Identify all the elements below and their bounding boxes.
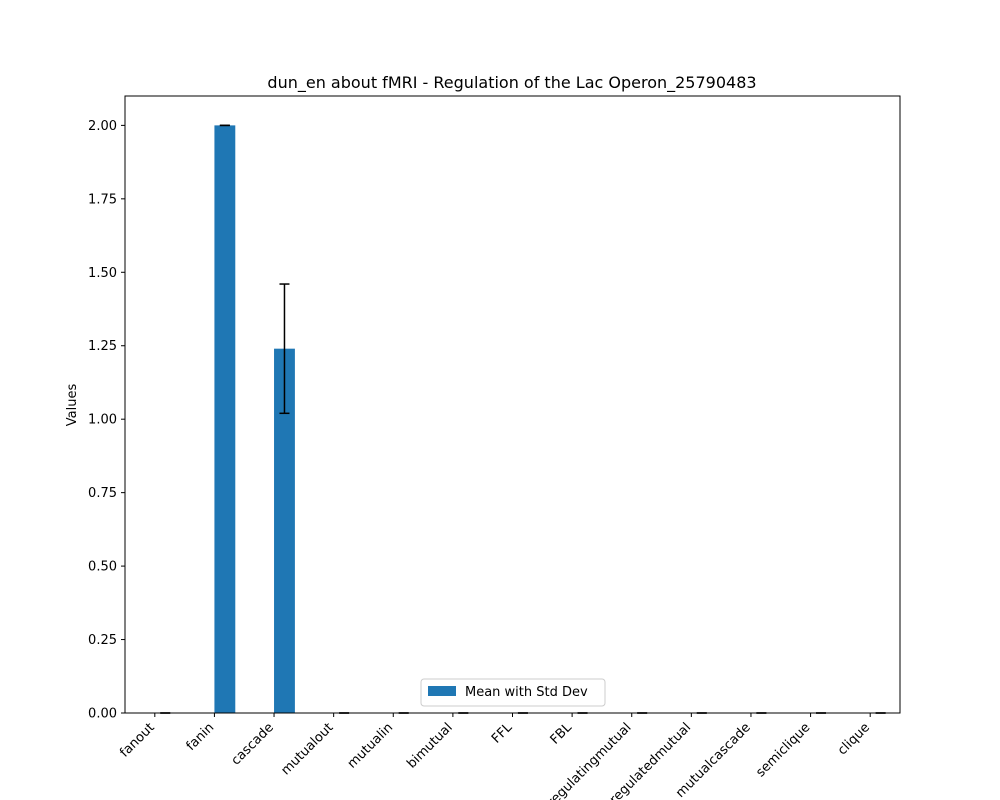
- bar-fanin: [214, 125, 236, 713]
- bar-cascade: [274, 348, 295, 713]
- y-tick-label: 2.00: [88, 119, 117, 134]
- y-tick-label: 0.75: [88, 486, 117, 501]
- x-axis-ticks: fanout fanin cascade mutualout mutualin bimut…: [117, 713, 873, 800]
- y-axis-ticks: 0.00 0.25 0.50 0.75 1.00 1.25 1.50 1.75 2.00: [88, 119, 125, 722]
- legend-box: [420, 678, 606, 707]
- x-tick-label: FBL: [548, 720, 576, 748]
- y-tick-label: 0.50: [88, 560, 117, 575]
- legend: Mean with Std Dev: [420, 678, 606, 707]
- x-tick-label: clique: [835, 720, 873, 758]
- x-tick-label: FFL: [489, 720, 516, 747]
- y-tick-label: 0.25: [88, 633, 117, 648]
- x-tick-label: semiclique: [753, 720, 813, 780]
- y-tick-label: 0.00: [88, 707, 117, 722]
- y-tick-label: 1.00: [88, 413, 117, 428]
- x-tick-label: mutualin: [345, 720, 396, 771]
- y-axis-label: Values: [65, 384, 80, 427]
- x-tick-label: fanin: [184, 720, 218, 754]
- legend-label: Mean with Std Dev: [465, 685, 588, 700]
- legend-swatch: [428, 686, 456, 696]
- y-tick-label: 1.75: [88, 192, 117, 207]
- chart-title: dun_en about fMRI - Regulation of the La…: [267, 73, 756, 93]
- error-bar-cascade: [279, 283, 290, 415]
- x-tick-label: mutualout: [278, 720, 336, 778]
- x-tick-label: fanout: [117, 720, 157, 760]
- plot-area: [160, 124, 886, 714]
- x-tick-label: bimutual: [404, 720, 455, 771]
- x-tick-label: cascade: [229, 720, 277, 768]
- y-tick-label: 1.50: [88, 266, 117, 281]
- plot-frame: [124, 95, 901, 714]
- y-tick-label: 1.25: [88, 339, 117, 354]
